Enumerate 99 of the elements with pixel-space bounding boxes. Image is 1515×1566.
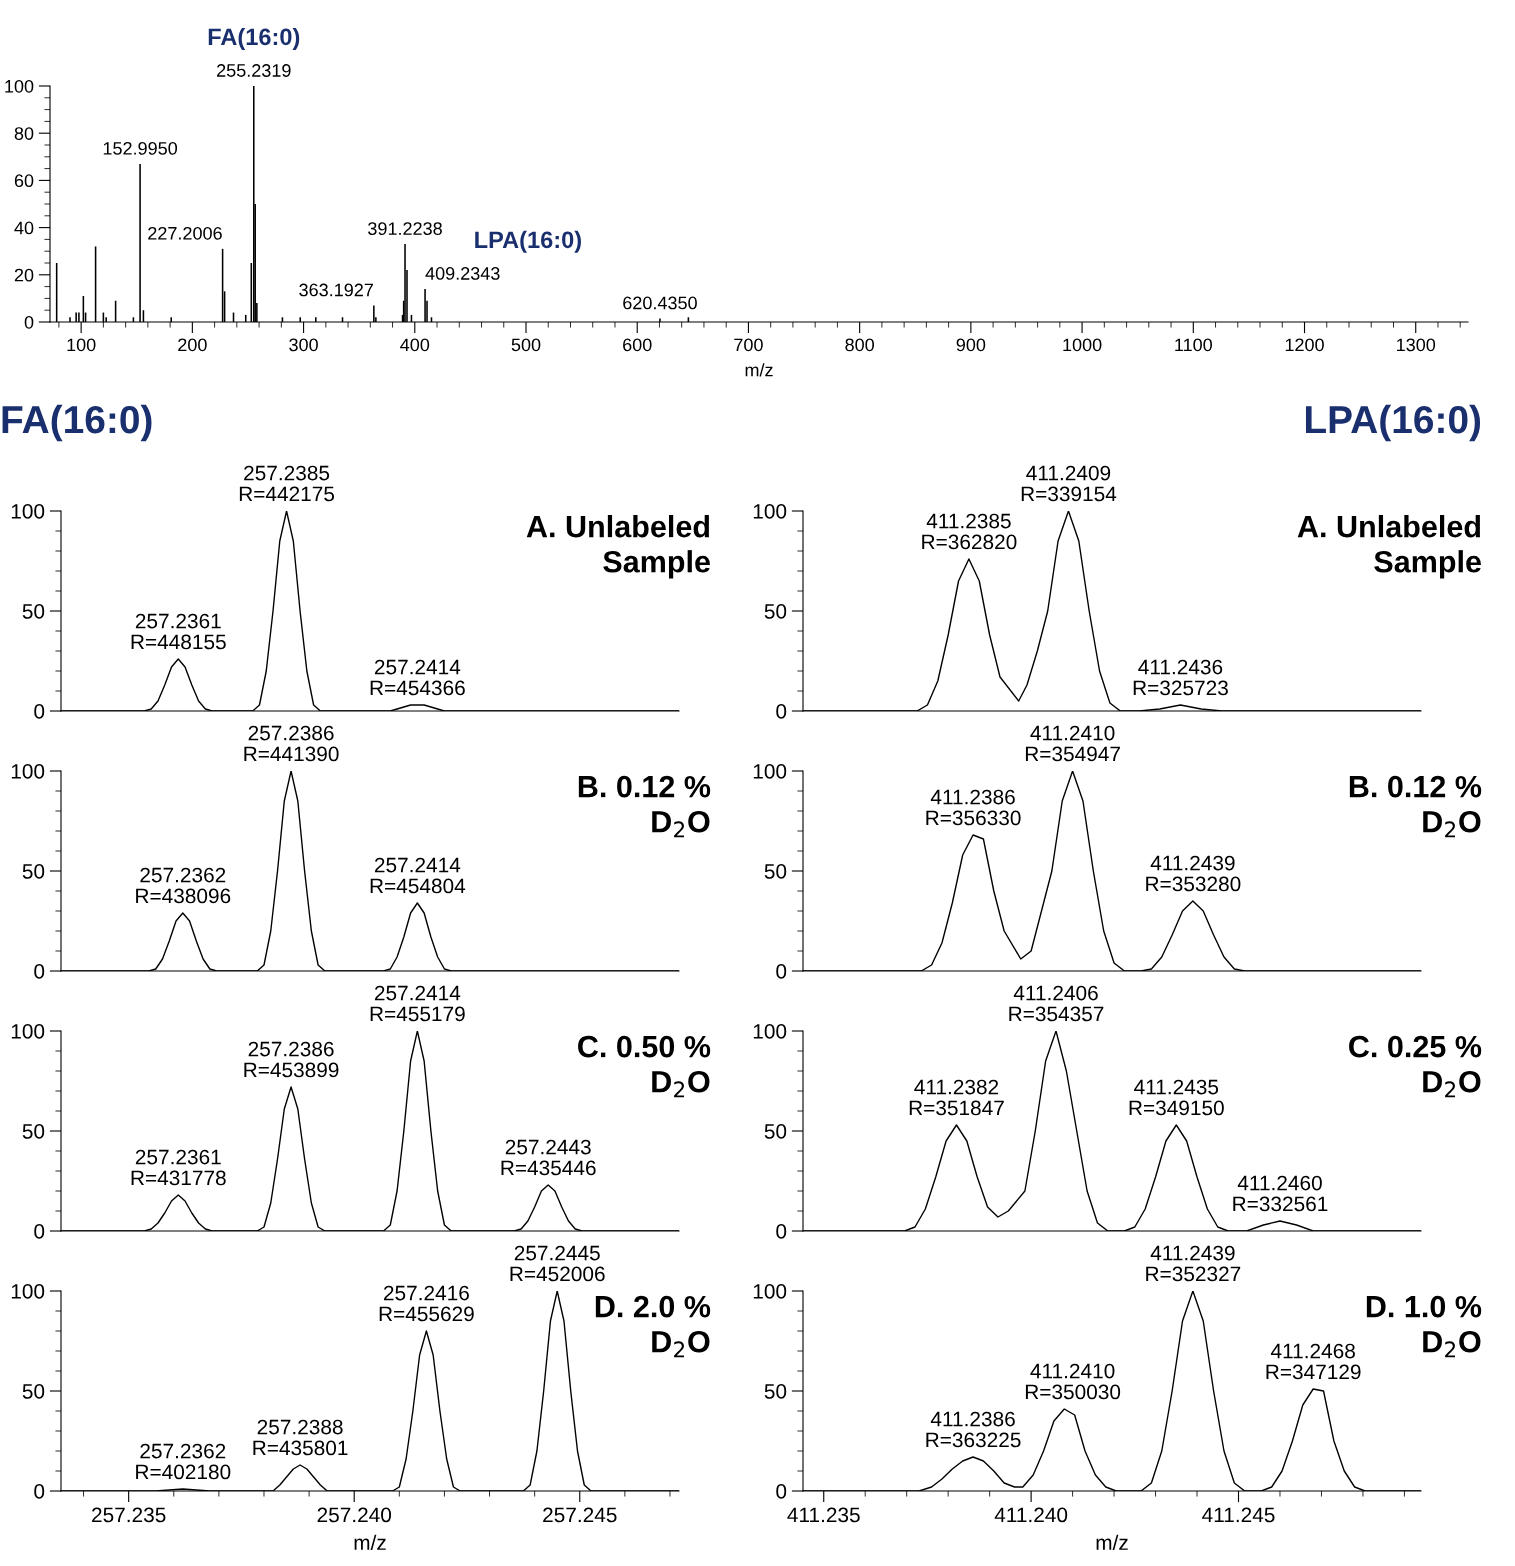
y-tick-label: 20 [14,268,34,282]
annotation: 257.2386 R=453899 [244,1041,339,1078]
y-tick-label: 100 [11,1024,45,1039]
text: D. 2.0 % D$_{2}$O [595,1295,711,1358]
annotation: 255.2319 [217,64,291,77]
x-axis-title: m/z [354,1534,386,1551]
annotation: 227.2006 [148,226,222,240]
annotation: 411.2410 R=354947 [1025,725,1120,762]
y-tick-label: 100 [11,1284,45,1299]
annotation: 409.2343 [425,267,500,280]
x-tick-label: 200 [178,338,207,352]
text: A. Unlabeled Sample [526,515,710,579]
text: D. 1.0 % D$_{2}$O [1366,1295,1482,1358]
annotation: 411.2409 R=339154 [1021,465,1117,502]
text: A. Unlabeled Sample [1297,515,1481,579]
y-tick-label: 0 [776,704,787,719]
x-tick-label: 411.235 [787,1507,860,1523]
x-axis-title: m/z [1096,1534,1128,1551]
x-tick-label: 411.245 [1202,1507,1275,1523]
annotation: 363.1927 [299,283,373,297]
x-tick-label: 411.240 [994,1507,1068,1523]
annotation: 391.2238 [368,222,442,235]
y-tick-label: 0 [776,1224,787,1239]
chart-title: FA(16:0) [2,404,152,442]
y-tick-label: 100 [11,504,45,519]
x-tick-label: 1200 [1285,338,1324,352]
annotation: 257.2362 R=438096 [136,867,231,904]
annotation: 411.2439 R=353280 [1146,855,1241,892]
annotation: 411.2386 R=356330 [926,789,1021,826]
y-tick-label: 0 [34,1224,45,1239]
y-tick-label: 100 [753,1024,787,1039]
y-tick-label: 100 [11,764,45,779]
annotation: 411.2435 R=349150 [1129,1079,1224,1116]
annotation: 411.2406 R=354357 [1009,985,1104,1022]
annotation: 257.2388 R=435801 [253,1419,348,1456]
y-tick-label: 100 [5,79,34,93]
y-tick-label: 40 [14,221,34,235]
y-tick-label: 60 [14,174,34,188]
annotation: 257.2414 R=454366 [370,659,465,696]
y-tick-label: 50 [764,1124,787,1139]
annotation: 257.2414 R=454804 [370,857,466,894]
annotation: 257.2385 R=442175 [239,465,335,502]
x-tick-label: 257.245 [543,1507,617,1523]
annotation: 411.2410 R=350030 [1025,1363,1121,1400]
y-tick-label: 50 [764,604,787,619]
annotation: 257.2414 R=455179 [370,985,465,1022]
text: B. 0.12 % D$_{2}$O [1349,775,1482,838]
annotation: 257.2386 R=441390 [244,725,339,762]
y-tick-label: 0 [34,1484,45,1499]
y-tick-label: 50 [22,604,45,619]
x-tick-label: 1300 [1397,338,1436,352]
text: B. 0.12 % D$_{2}$O [578,775,711,838]
y-tick-label: 100 [753,1284,787,1299]
annotation: 152.9950 [103,141,178,155]
annotation: FA(16:0) [208,27,300,50]
x-tick-label: 700 [734,338,763,352]
annotation: 411.2468 R=347129 [1266,1343,1361,1380]
x-axis-title: m/z [745,363,773,377]
text: C. 0.25 % D$_{2}$O [1349,1035,1482,1098]
annotation: 411.2439 R=352327 [1146,1245,1241,1282]
y-tick-label: 100 [753,764,787,779]
x-tick-label: 900 [956,338,986,352]
annotation: 411.2382 R=351847 [909,1079,1004,1116]
y-tick-label: 0 [34,704,45,719]
y-tick-label: 50 [22,1384,45,1399]
annotation: 620.4350 [623,296,697,310]
y-tick-label: 0 [34,964,45,979]
x-tick-label: 800 [845,338,875,352]
y-tick-label: 50 [22,864,45,879]
annotation: 257.2361 R=448155 [131,613,226,650]
x-tick-label: 500 [511,338,541,352]
y-tick-label: 0 [24,315,34,329]
y-tick-label: 0 [776,964,787,979]
y-tick-label: 50 [22,1124,45,1139]
y-tick-label: 0 [776,1484,787,1499]
x-tick-label: 400 [400,338,430,352]
x-tick-label: 257.235 [92,1507,166,1523]
chart-title: LPA(16:0) [1305,404,1481,442]
annotation: 257.2416 R=455629 [379,1285,474,1322]
x-tick-label: 1100 [1175,338,1213,352]
y-tick-label: 100 [753,504,787,519]
x-tick-label: 600 [623,338,652,352]
annotation: 257.2362 R=402180 [136,1443,231,1480]
annotation: 411.2460 R=332561 [1233,1175,1328,1212]
y-tick-label: 80 [14,127,34,140]
x-tick-label: 1000 [1063,338,1102,352]
annotation: 257.2361 R=431778 [131,1149,226,1186]
y-tick-label: 50 [764,864,787,879]
annotation: 257.2443 R=435446 [501,1139,596,1176]
x-tick-label: 300 [289,338,318,352]
annotation: 411.2386 R=363225 [926,1411,1021,1448]
annotation: 257.2445 R=452006 [510,1245,605,1282]
annotation: LPA(16:0) [475,230,581,253]
x-tick-label: 257.240 [317,1507,392,1523]
text: C. 0.50 % D$_{2}$O [578,1035,711,1098]
annotation: 411.2385 R=362820 [922,513,1017,550]
x-tick-label: 100 [67,338,96,352]
y-tick-label: 50 [764,1384,787,1399]
annotation: 411.2436 R=325723 [1133,659,1228,696]
